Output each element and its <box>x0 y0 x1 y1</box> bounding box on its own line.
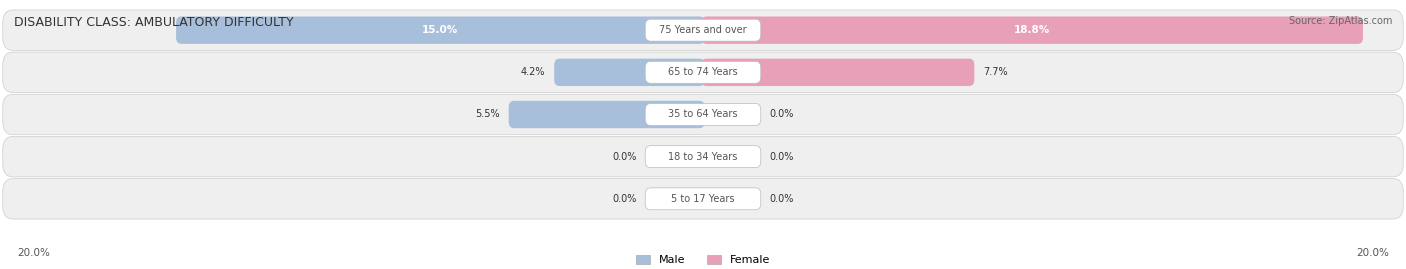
Text: 65 to 74 Years: 65 to 74 Years <box>668 67 738 77</box>
Text: 20.0%: 20.0% <box>1357 248 1389 258</box>
Text: 0.0%: 0.0% <box>612 152 637 162</box>
FancyBboxPatch shape <box>509 101 704 128</box>
Text: 18.8%: 18.8% <box>1014 25 1050 35</box>
Text: 20.0%: 20.0% <box>17 248 49 258</box>
FancyBboxPatch shape <box>3 94 1403 135</box>
Text: 5 to 17 Years: 5 to 17 Years <box>671 194 735 204</box>
FancyBboxPatch shape <box>645 61 761 83</box>
FancyBboxPatch shape <box>702 16 1362 44</box>
Text: 4.2%: 4.2% <box>522 67 546 77</box>
FancyBboxPatch shape <box>645 19 761 41</box>
FancyBboxPatch shape <box>176 16 704 44</box>
FancyBboxPatch shape <box>3 52 1403 93</box>
FancyBboxPatch shape <box>645 104 761 125</box>
Text: 15.0%: 15.0% <box>422 25 458 35</box>
FancyBboxPatch shape <box>554 59 704 86</box>
FancyBboxPatch shape <box>645 146 761 168</box>
FancyBboxPatch shape <box>3 136 1403 177</box>
Text: 35 to 64 Years: 35 to 64 Years <box>668 109 738 119</box>
Text: 0.0%: 0.0% <box>769 109 794 119</box>
Text: 18 to 34 Years: 18 to 34 Years <box>668 152 738 162</box>
FancyBboxPatch shape <box>645 188 761 210</box>
Text: 0.0%: 0.0% <box>769 194 794 204</box>
Text: DISABILITY CLASS: AMBULATORY DIFFICULTY: DISABILITY CLASS: AMBULATORY DIFFICULTY <box>14 16 294 29</box>
Legend: Male, Female: Male, Female <box>631 251 775 269</box>
Text: 5.5%: 5.5% <box>475 109 501 119</box>
Text: Source: ZipAtlas.com: Source: ZipAtlas.com <box>1288 16 1392 26</box>
Text: 75 Years and over: 75 Years and over <box>659 25 747 35</box>
FancyBboxPatch shape <box>3 10 1403 50</box>
FancyBboxPatch shape <box>702 59 974 86</box>
Text: 0.0%: 0.0% <box>769 152 794 162</box>
Text: 7.7%: 7.7% <box>983 67 1008 77</box>
FancyBboxPatch shape <box>3 179 1403 219</box>
Text: 0.0%: 0.0% <box>612 194 637 204</box>
